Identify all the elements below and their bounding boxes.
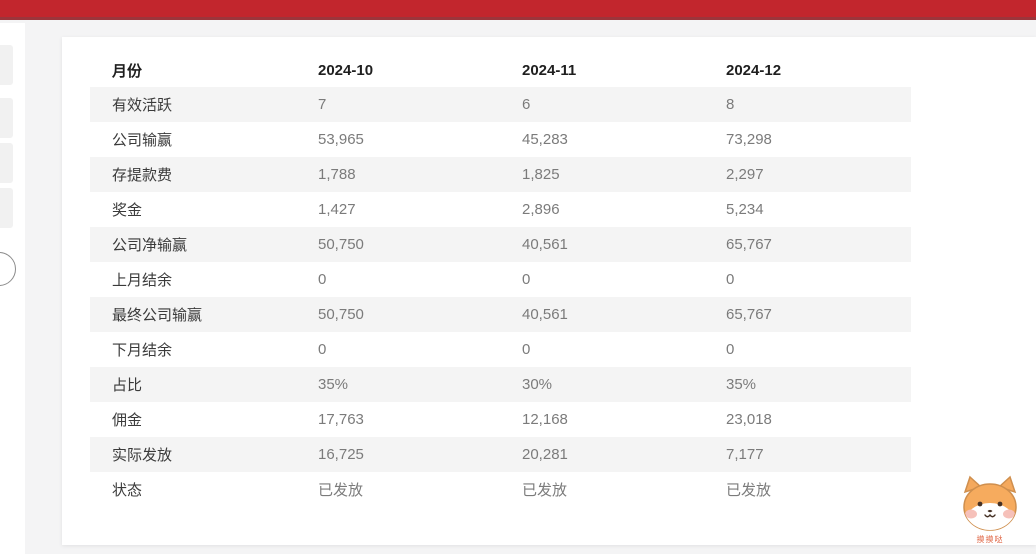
column-header-month: 2024-12	[726, 61, 782, 79]
table-header: 月份 2024-10 2024-11 2024-12	[90, 53, 911, 87]
row-label: 有效活跃	[112, 97, 173, 114]
cell-value: 0	[726, 271, 735, 288]
cell-value: 65,767	[726, 236, 772, 253]
shiba-dog-icon	[963, 475, 1017, 531]
report-card: 月份 2024-10 2024-11 2024-12 有效活跃 7 6 8 公司输赢 53,96…	[62, 37, 1036, 545]
top-nav-bar	[0, 0, 1036, 20]
mascot-caption: 摸摸哒	[976, 535, 1004, 544]
sidebar-item[interactable]	[0, 143, 13, 183]
collapsed-sidebar	[0, 23, 25, 554]
cell-value: 6	[522, 96, 531, 113]
table-row: 状态 已发放 已发放 已发放	[90, 472, 911, 507]
cell-value: 1,427	[318, 201, 356, 218]
sidebar-item[interactable]	[0, 45, 13, 85]
cell-value: 30%	[522, 376, 553, 393]
table-row: 奖金 1,427 2,896 5,234	[90, 192, 911, 227]
table-row: 有效活跃 7 6 8	[90, 87, 911, 122]
cell-value: 0	[726, 341, 735, 358]
cell-value: 2,896	[522, 201, 560, 218]
cell-value: 1,788	[318, 166, 356, 183]
table-header-row: 月份 2024-10 2024-11 2024-12	[90, 53, 911, 87]
table-body: 有效活跃 7 6 8 公司输赢 53,965 45,283 73,298 存提款费 1,788 1,…	[90, 87, 911, 507]
table-row: 占比 35% 30% 35%	[90, 367, 911, 402]
cell-value: 5,234	[726, 201, 764, 218]
cell-value: 7,177	[726, 446, 764, 463]
cell-value: 73,298	[726, 131, 772, 148]
cell-value: 16,725	[318, 446, 364, 463]
table-row: 下月结余 0 0 0	[90, 332, 911, 367]
table-row: 公司输赢 53,965 45,283 73,298	[90, 122, 911, 157]
cell-value: 0	[522, 271, 531, 288]
row-label: 状态	[112, 482, 143, 499]
row-label: 佣金	[112, 412, 143, 429]
table-row: 公司净输赢 50,750 40,561 65,767	[90, 227, 911, 262]
cell-value: 0	[318, 271, 327, 288]
table-row: 实际发放 16,725 20,281 7,177	[90, 437, 911, 472]
row-label: 奖金	[112, 202, 143, 219]
row-label: 占比	[112, 377, 143, 394]
monthly-report-table: 月份 2024-10 2024-11 2024-12 有效活跃 7 6 8 公司输赢 53,96…	[90, 53, 911, 507]
row-label: 上月结余	[112, 272, 173, 289]
cell-value: 7	[318, 96, 327, 113]
cell-value: 2,297	[726, 166, 764, 183]
sidebar-item[interactable]	[0, 188, 13, 228]
table-row: 上月结余 0 0 0	[90, 262, 911, 297]
cell-value: 35%	[318, 376, 349, 393]
row-label: 下月结余	[112, 342, 173, 359]
cell-value: 已发放	[318, 482, 364, 499]
row-label: 实际发放	[112, 447, 173, 464]
cell-value: 已发放	[522, 482, 568, 499]
shiba-mascot[interactable]: 摸摸哒	[956, 474, 1024, 546]
column-header-label: 月份	[112, 62, 143, 80]
cell-value: 53,965	[318, 131, 364, 148]
row-label: 公司净输赢	[112, 237, 188, 254]
table-row: 佣金 17,763 12,168 23,018	[90, 402, 911, 437]
cell-value: 50,750	[318, 306, 364, 323]
row-label: 存提款费	[112, 167, 173, 184]
row-label: 公司输赢	[112, 132, 173, 149]
cell-value: 12,168	[522, 411, 568, 428]
cell-value: 40,561	[522, 236, 568, 253]
cell-value: 65,767	[726, 306, 772, 323]
column-header-month: 2024-10	[318, 61, 374, 79]
cell-value: 17,763	[318, 411, 364, 428]
cell-value: 1,825	[522, 166, 560, 183]
cell-value: 45,283	[522, 131, 568, 148]
cell-value: 已发放	[726, 482, 772, 499]
cell-value: 35%	[726, 376, 757, 393]
cell-value: 40,561	[522, 306, 568, 323]
cell-value: 0	[522, 341, 531, 358]
cell-value: 50,750	[318, 236, 364, 253]
sidebar-item[interactable]	[0, 98, 13, 138]
row-label: 最终公司输赢	[112, 307, 203, 324]
cell-value: 20,281	[522, 446, 568, 463]
column-header-month: 2024-11	[522, 61, 577, 79]
cell-value: 23,018	[726, 411, 772, 428]
table-row: 存提款费 1,788 1,825 2,297	[90, 157, 911, 192]
cell-value: 8	[726, 96, 735, 113]
table-row: 最终公司输赢 50,750 40,561 65,767	[90, 297, 911, 332]
cell-value: 0	[318, 341, 327, 358]
